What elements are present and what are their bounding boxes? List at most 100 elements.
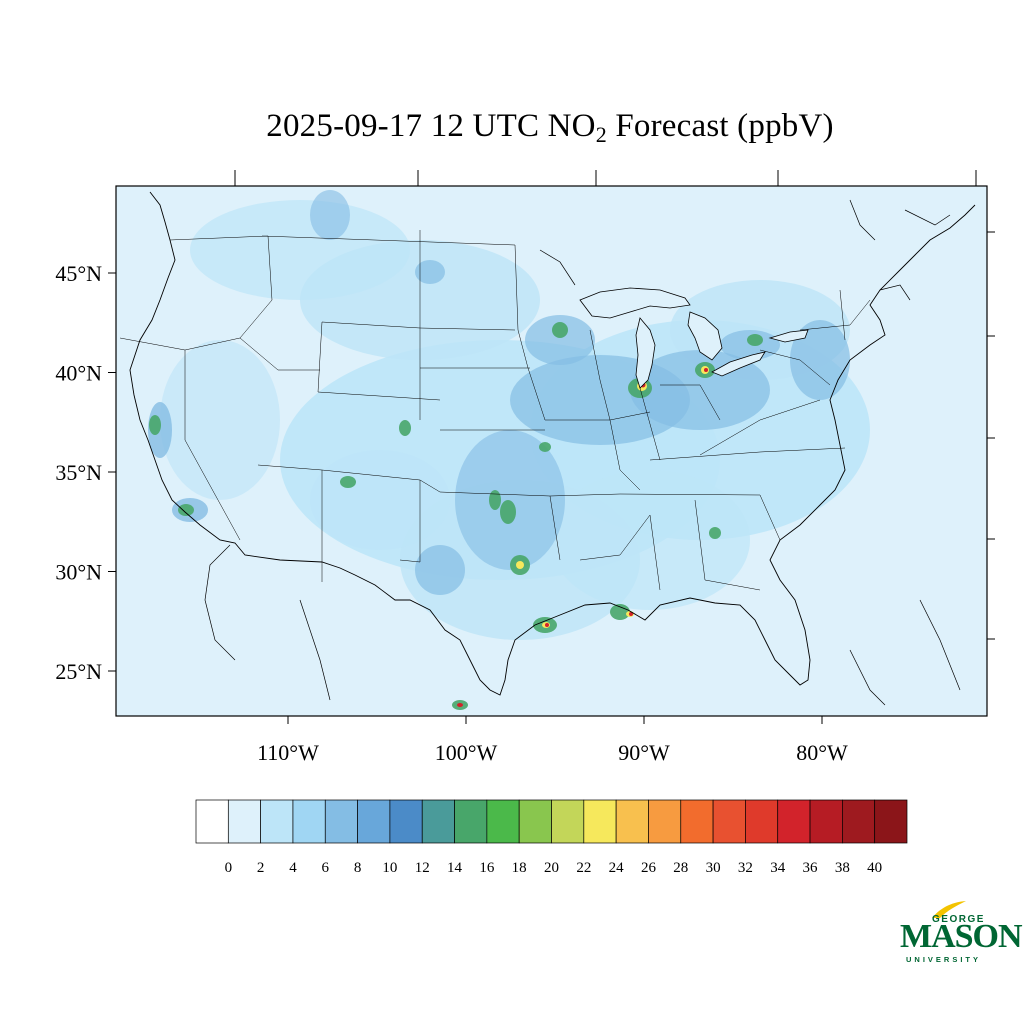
concentration-blob [489,490,501,510]
colorbar-swatch [227,799,261,844]
lat-label: 25°N [55,659,102,684]
colorbar-swatch [421,799,455,844]
colorbar-swatch [551,799,585,844]
concentration-blob [340,476,356,488]
colorbar-swatch [809,799,843,844]
colorbar-swatch [745,799,779,844]
colorbar-swatch [389,799,423,844]
colorbar-swatch [842,799,876,844]
colorbar-swatch [195,799,229,844]
colorbar-label: 14 [447,860,463,876]
concentration-blob [704,368,708,372]
map-frame [115,185,988,717]
concentration-blob [610,604,630,620]
colorbar-label: 4 [289,860,297,876]
lake-ontario [768,329,809,343]
longitude-labels: 110°W 100°W 90°W 80°W [257,740,848,765]
colorbar-swatch [324,799,358,844]
colorbar-swatch [292,799,326,844]
colorbar-swatch [680,799,714,844]
logo-line-george: GEORGE [932,914,985,925]
concentration-blob [160,340,280,500]
concentration-blob [415,260,445,284]
logo-line-mason: MASON [900,918,1023,955]
colorbar-swatch [486,799,520,844]
colorbar-label: 8 [354,860,362,876]
concentration-blob [552,322,568,338]
concentration-blob [539,442,551,452]
concentration-blob [525,315,595,365]
colorbar-swatch [260,799,294,844]
colorbar-label: 10 [382,860,397,876]
colorbar-label: 28 [673,860,688,876]
concentration-blob [455,430,565,570]
concentration-blob [399,420,411,436]
international-features [204,199,961,706]
concentration-blob [149,415,161,435]
lake-superior [579,287,691,319]
concentration-blob [550,470,750,610]
colorbar-swatch [454,799,488,844]
lon-label: 100°W [435,740,498,765]
concentration-blob [629,612,633,616]
concentration-blob [747,334,763,346]
colorbar-label: 38 [835,860,850,876]
state-boundaries [119,230,871,591]
concentration-blob [500,500,516,524]
map-title: 2025-09-17 12 UTC NO2 Forecast (ppbV) [266,108,834,147]
colorbar-label: 40 [867,860,882,876]
colorbar-label: 6 [322,860,330,876]
colorbar-label: 36 [803,860,819,876]
concentration-blob [178,504,194,516]
concentration-blob [516,561,524,569]
concentration-blob [310,450,450,550]
concentration-blob [415,545,465,595]
us-outline [129,191,976,696]
gmu-logo: GEORGE MASON UNIVERSITY [898,900,1023,970]
lat-label: 45°N [55,261,102,286]
colorbar-label: 32 [738,860,753,876]
logo-line-university: UNIVERSITY [906,955,982,964]
colorbar-label: 0 [225,860,233,876]
colorbar-label: 20 [544,860,559,876]
latitude-labels: 45°N 40°N 35°N 30°N 25°N [55,261,102,684]
colorbar-label: 26 [641,860,657,876]
colorbar-swatch [712,799,746,844]
concentration-field [148,190,870,710]
colorbar-label: 12 [415,860,430,876]
colorbar-swatch [874,799,908,844]
colorbar-swatch [648,799,682,844]
lon-label: 80°W [796,740,848,765]
lat-label: 30°N [55,560,102,585]
lon-label: 90°W [618,740,670,765]
colorbar-label: 30 [706,860,721,876]
lake-erie [711,351,766,377]
map-area [115,185,988,717]
axis-ticks [108,170,995,724]
colorbar-label: 2 [257,860,265,876]
concentration-blob [545,623,549,627]
colorbar-swatch [777,799,811,844]
lat-label: 35°N [55,460,102,485]
colorbar-label: 16 [479,860,495,876]
lat-label: 40°N [55,361,102,386]
concentration-blob [790,320,850,400]
lake-michigan [635,317,656,389]
colorbar-label: 22 [576,860,591,876]
colorbar-label: 24 [609,860,625,876]
flame-icon [932,901,966,918]
colorbar-label: 18 [512,860,527,876]
colorbar-swatch [518,799,552,844]
colorbar-swatch [357,799,391,844]
lon-label: 110°W [257,740,319,765]
colorbar-swatch [583,799,617,844]
colorbar-label: 34 [770,860,786,876]
colorbar-swatch [615,799,649,844]
concentration-blob [457,703,463,707]
colorbar: 0 2 4 6 8 10 12 14 16 18 20 22 24 26 28 30 32 34 36 38 40 [195,799,908,876]
concentration-blob [190,200,410,300]
lake-huron [687,311,723,361]
concentration-blob [310,190,350,240]
concentration-blob [709,527,721,539]
